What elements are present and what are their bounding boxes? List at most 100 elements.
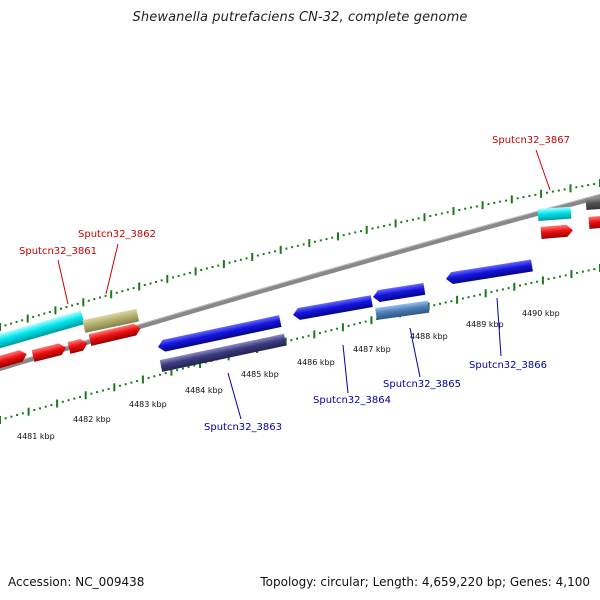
minor-tick — [342, 234, 345, 237]
major-tick — [113, 383, 116, 392]
minor-tick — [377, 226, 380, 229]
gene-gray-feature[interactable] — [585, 196, 600, 210]
minor-tick — [331, 236, 334, 239]
minor-tick — [160, 279, 163, 282]
major-tick — [199, 360, 201, 368]
scale-label: 4489 kbp — [466, 320, 504, 329]
minor-tick — [364, 320, 367, 323]
gene-label-sputcn32-3862[interactable]: Sputcn32_3862 — [78, 229, 156, 240]
minor-tick — [87, 299, 90, 302]
minor-tick — [501, 288, 504, 291]
gene-labels: Sputcn32_3861 Sputcn32_3862 Sputcn32_386… — [19, 135, 570, 433]
minor-tick — [576, 271, 579, 274]
minor-tick — [143, 284, 146, 286]
minor-tick — [479, 293, 481, 296]
minor-tick — [115, 291, 118, 294]
major-tick — [82, 298, 85, 307]
gene-sputcn32-3864-feature[interactable] — [292, 295, 373, 321]
minor-tick — [444, 301, 447, 304]
minor-tick — [37, 314, 40, 317]
accession-text: Accession: NC_009438 — [8, 575, 145, 589]
minor-tick — [307, 334, 310, 337]
minor-tick — [200, 269, 203, 271]
gene-red-arrow[interactable] — [88, 322, 142, 346]
major-tick — [569, 184, 572, 193]
major-tick — [27, 407, 30, 416]
minor-tick — [193, 364, 196, 367]
minor-tick — [119, 384, 121, 387]
minor-tick — [429, 215, 432, 217]
gene-navy-feature[interactable] — [159, 333, 287, 372]
minor-tick — [76, 302, 79, 305]
major-tick — [341, 323, 344, 332]
major-tick — [0, 323, 1, 331]
minor-tick — [563, 188, 566, 191]
gene-label-sputcn32-3861[interactable]: Sputcn32_3861 — [19, 246, 97, 257]
minor-tick — [291, 246, 294, 249]
gene-sputcn32-3866-feature[interactable] — [445, 259, 533, 284]
minor-tick — [188, 271, 191, 274]
minor-tick — [50, 404, 53, 407]
map-title: Shewanella putrefaciens CN-32, complete … — [132, 10, 468, 25]
minor-tick — [90, 392, 93, 395]
minor-tick — [400, 221, 403, 224]
major-tick — [26, 314, 29, 323]
minor-tick — [121, 290, 124, 293]
minor-tick — [499, 200, 502, 203]
minor-tick — [487, 203, 490, 205]
minor-tick — [587, 184, 590, 187]
callout-line-sputcn32-3866 — [496, 297, 502, 357]
minor-tick — [228, 261, 231, 264]
gene-cyan-feature[interactable] — [0, 310, 85, 351]
gene-red-arrow[interactable] — [588, 215, 600, 229]
minor-tick — [330, 329, 333, 332]
minor-tick — [359, 322, 361, 324]
minor-tick — [467, 296, 470, 299]
gene-label-sputcn32-3867[interactable]: Sputcn32_3867 — [492, 135, 570, 146]
scale-label: 4487 kbp — [353, 345, 391, 354]
major-tick — [279, 245, 282, 254]
minor-tick — [519, 284, 521, 287]
forward-strand-genes — [0, 196, 600, 369]
genome-summary-text: Topology: circular; Length: 4,659,220 bp… — [260, 575, 590, 589]
minor-tick — [439, 302, 441, 305]
minor-tick — [450, 300, 453, 303]
minor-tick — [234, 260, 237, 263]
minor-tick — [348, 232, 351, 235]
gene-label-sputcn32-3863[interactable]: Sputcn32_3863 — [204, 422, 282, 433]
minor-tick — [446, 211, 449, 214]
minor-tick — [564, 274, 567, 277]
minor-tick — [435, 213, 438, 216]
minor-tick — [507, 287, 510, 290]
minor-tick — [524, 283, 527, 286]
gene-blue-arrow[interactable] — [372, 282, 426, 303]
gene-red-arrow[interactable] — [31, 342, 68, 362]
callout-line-sputcn32-3865 — [409, 327, 421, 378]
minor-tick — [325, 238, 328, 241]
gene-sputcn32-3867-feature[interactable] — [537, 206, 572, 221]
minor-tick — [475, 205, 478, 208]
minor-tick — [551, 190, 554, 193]
minor-tick — [10, 322, 13, 325]
gene-sputcn32-3863-feature[interactable] — [157, 315, 282, 353]
major-tick — [54, 306, 57, 315]
minor-tick — [149, 282, 152, 285]
gene-red-arrow[interactable] — [0, 348, 28, 369]
gene-label-sputcn32-3865[interactable]: Sputcn32_3865 — [383, 379, 461, 390]
gene-label-sputcn32-3864[interactable]: Sputcn32_3864 — [313, 395, 391, 406]
callout-line-sputcn32-3863 — [227, 372, 242, 420]
major-tick — [427, 302, 430, 311]
minor-tick — [302, 243, 305, 246]
minor-tick — [296, 244, 299, 247]
gene-sputcn32-3862-feature[interactable] — [82, 308, 140, 333]
major-tick — [484, 289, 487, 298]
major-tick — [284, 337, 287, 346]
major-tick — [110, 290, 113, 299]
gene-sputcn32-3865-feature[interactable] — [375, 300, 430, 320]
gene-red-arrow[interactable] — [67, 338, 89, 354]
minor-tick — [371, 227, 374, 230]
gene-label-sputcn32-3866[interactable]: Sputcn32_3866 — [469, 360, 547, 371]
major-tick — [394, 219, 397, 228]
minor-tick — [496, 289, 499, 292]
gene-red-arrow[interactable] — [540, 224, 573, 239]
